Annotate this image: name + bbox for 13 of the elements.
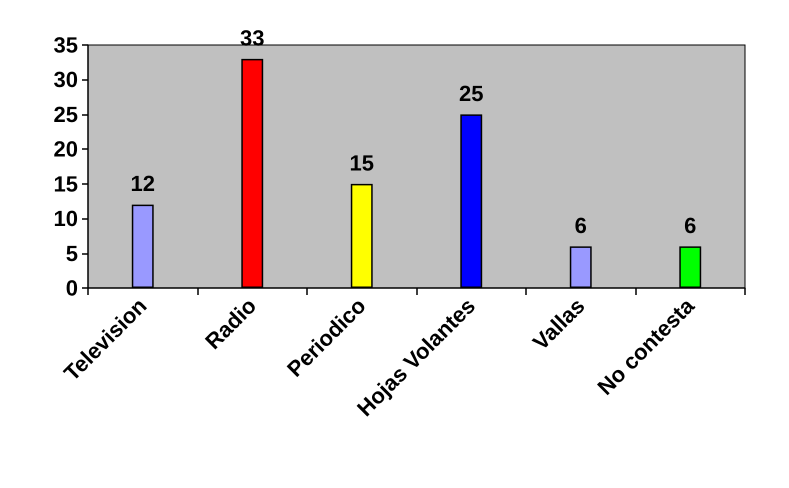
data-label: 25 [459,80,484,106]
y-tick-label: 20 [54,136,78,162]
y-tick-label: 30 [54,67,78,92]
data-label: 15 [350,150,374,176]
data-label: 6 [574,212,587,238]
y-tick-label: 35 [54,32,78,58]
y-tick-label: 15 [54,171,78,196]
data-label: 6 [684,212,696,238]
y-tick-label: 5 [66,240,78,266]
y-tick-label: 10 [54,206,78,232]
y-tick-label: 25 [54,102,78,127]
data-label: 12 [130,171,155,196]
y-tick-label: 0 [66,276,78,300]
